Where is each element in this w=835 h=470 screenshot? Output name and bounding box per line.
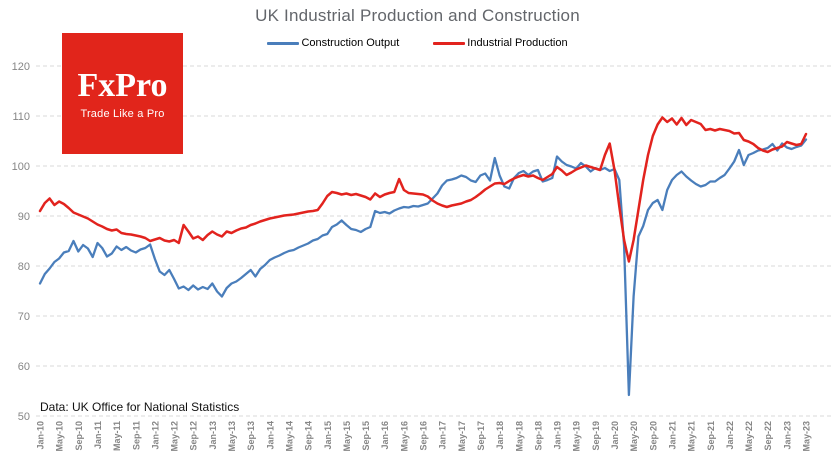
x-tick-label: May-21	[687, 421, 697, 452]
x-tick-label: Jan-10	[36, 421, 46, 450]
series-line-industrial-production	[38, 116, 808, 263]
y-tick-label: 120	[12, 61, 30, 73]
x-tick-label: Jan-15	[323, 421, 333, 450]
x-tick-label: Jan-18	[495, 421, 505, 450]
y-tick-label: 110	[12, 111, 30, 123]
x-tick-label: May-20	[629, 421, 639, 452]
x-tick-label: Sep-10	[74, 421, 84, 451]
construction-output-line-swatch	[267, 41, 300, 45]
x-tick-label: Jan-11	[93, 421, 103, 449]
x-tick-label: Sep-20	[648, 421, 658, 451]
x-tick-label: May-12	[170, 421, 180, 452]
x-tick-label: May-11	[112, 421, 122, 451]
x-tick-label: May-17	[457, 421, 467, 452]
y-tick-label: 50	[18, 411, 30, 423]
legend-label-industrial-production: Industrial Production	[467, 37, 568, 49]
y-axis-tick-labels: 50 60 70 80 90 100 110 120	[12, 61, 30, 423]
y-tick-label: 90	[18, 211, 30, 223]
legend-item-construction-output[interactable]: Construction Output	[267, 37, 399, 49]
x-tick-label: Sep-13	[246, 421, 256, 451]
x-tick-label: May-19	[572, 421, 582, 452]
fxpro-logo-tagline: Trade Like a Pro	[80, 108, 165, 120]
x-axis-tick-labels: Jan-10 May-10 Sep-10 Jan-11 May-11 Sep-11 Jan-…	[36, 421, 812, 452]
x-tick-label: May-15	[342, 421, 352, 452]
x-tick-label: Jan-20	[610, 421, 620, 450]
y-tick-label: 80	[18, 261, 30, 273]
x-tick-label: Jan-19	[553, 421, 563, 450]
x-tick-label: Jan-23	[782, 421, 792, 450]
x-tick-label: Sep-21	[706, 421, 716, 451]
y-tick-label: 70	[18, 311, 30, 323]
x-tick-label: May-14	[284, 421, 294, 452]
x-tick-label: Jan-16	[380, 421, 390, 450]
x-tick-label: Jan-14	[265, 421, 275, 450]
x-tick-label: Sep-12	[189, 421, 199, 451]
x-tick-label: Sep-14	[304, 421, 314, 451]
series-line-construction-output	[38, 138, 808, 397]
x-tick-label: Jan-17	[438, 421, 448, 450]
chart-title: UK Industrial Production and Constructio…	[255, 6, 580, 25]
fxpro-logo: FxPro Trade Like a Pro	[62, 33, 183, 154]
series-lines	[38, 116, 808, 397]
x-tick-label: Sep-15	[361, 421, 371, 451]
x-tick-label: Jan-13	[208, 421, 218, 450]
y-tick-label: 100	[12, 161, 30, 173]
x-tick-label: Sep-11	[131, 421, 141, 450]
x-tick-label: Sep-22	[763, 421, 773, 451]
x-tick-label: Sep-18	[533, 421, 543, 451]
data-source-note: Data: UK Office for National Statistics	[40, 400, 240, 414]
x-tick-label: May-18	[514, 421, 524, 452]
y-tick-label: 60	[18, 361, 30, 373]
x-tick-label: Jan-22	[725, 421, 735, 450]
x-tick-label: Sep-17	[476, 421, 486, 451]
x-tick-label: May-13	[227, 421, 237, 452]
x-tick-label: Jan-12	[150, 421, 160, 450]
legend: Construction Output Industrial Productio…	[0, 37, 835, 49]
x-tick-label: Jan-21	[667, 421, 677, 450]
x-tick-label: May-22	[744, 421, 754, 452]
industrial-production-line-swatch	[433, 41, 466, 45]
legend-label-construction-output: Construction Output	[301, 37, 400, 49]
x-tick-label: Sep-19	[591, 421, 601, 451]
x-tick-label: May-23	[802, 421, 812, 452]
x-tick-label: Sep-16	[419, 421, 429, 451]
x-tick-label: May-16	[399, 421, 409, 452]
legend-item-industrial-production[interactable]: Industrial Production	[433, 37, 568, 49]
fxpro-logo-wordmark: FxPro	[77, 67, 168, 104]
x-tick-label: May-10	[55, 421, 65, 452]
